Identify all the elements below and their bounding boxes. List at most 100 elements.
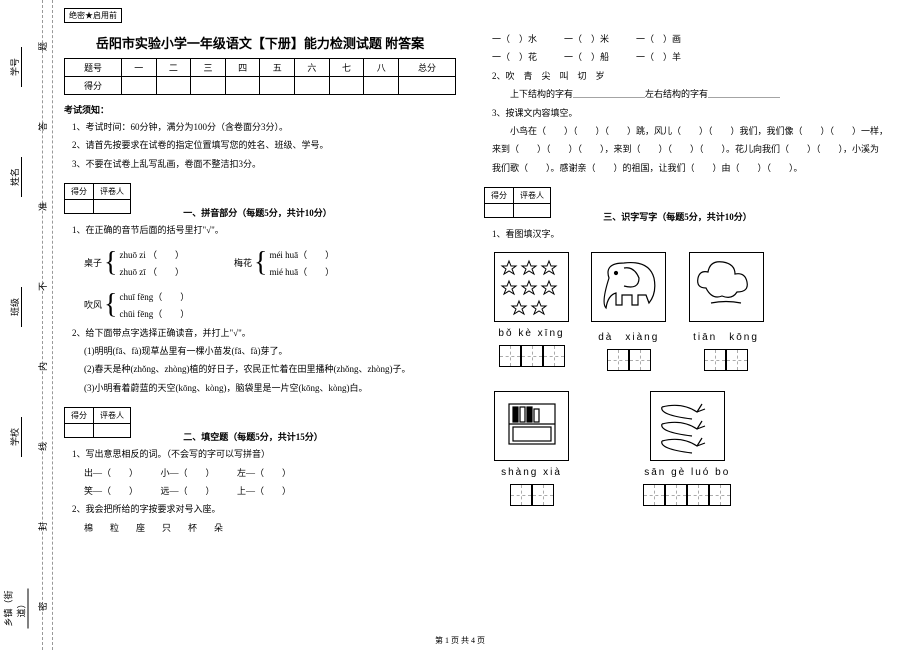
stars-icon [494, 252, 569, 322]
zone-char: 不 [36, 282, 49, 291]
elephant-icon [591, 252, 666, 322]
q2-2: 2、我会把所给的字按要求对号入座。 [72, 502, 456, 516]
q2-1-pair: 笑—（ ） 远—（ ） 上—（ ） [84, 484, 456, 498]
section3-title: 三、识字写字（每题5分，共计10分） [603, 212, 752, 222]
char-grid[interactable] [704, 349, 748, 371]
brace-group-plum: 梅花 { méi huā（ ） mié huā（ ） [234, 248, 334, 278]
sb-a: 得分 [65, 184, 94, 200]
brace-icon: { [254, 250, 267, 275]
q2-2b: 2、吹 青 尖 叫 切 岁 [492, 69, 896, 83]
char-grid[interactable] [607, 349, 651, 371]
margin-dashline2 [52, 0, 53, 650]
sb-blank[interactable] [65, 200, 94, 214]
notice-item: 2、请首先按要求在试卷的指定位置填写您的姓名、班级、学号。 [72, 138, 456, 152]
sb-b: 评卷人 [94, 408, 131, 424]
measure-line: 一（ ）花 一（ ）船 一（ ）羊 [492, 50, 896, 64]
sb-blank[interactable] [514, 204, 551, 218]
td[interactable] [329, 77, 364, 95]
zone-char: 题 [36, 42, 49, 51]
pinyin: sān gè luó bo [641, 467, 733, 478]
opt: zhuō zi （ ） [119, 248, 184, 261]
q2-3-line: 小鸟在（ ）（ ）（ ）跳，风儿（ ）（ ）我们，我们像（ ）（ ）一样， [492, 124, 896, 138]
td[interactable] [156, 77, 191, 95]
img-group-elephant: dà xiàng [589, 250, 668, 373]
measure-line: 一（ ）水 一（ ）米 一（ ）画 [492, 32, 896, 46]
q1-2-line: (1)明明(fā、fà)现草丛里有一棵小苗发(fā、fà)芽了。 [84, 344, 456, 358]
zone-char: 封 [36, 522, 49, 531]
sb-a: 得分 [65, 408, 94, 424]
margin-dashline [42, 0, 43, 650]
table-row: 题号 一 二 三 四 五 六 七 八 总分 [65, 59, 456, 77]
grader-box: 得分评卷人 [64, 183, 131, 214]
brace-group-wind: 吹风 { chuī fēng（ ） chūi fēng（ ） [84, 290, 456, 320]
td[interactable] [399, 77, 456, 95]
img-group-carrot: sān gè luó bo [641, 389, 733, 508]
char-grid[interactable] [510, 484, 554, 506]
q2-2-chars: 棉 粒 座 只 杯 朵 [84, 521, 456, 535]
pinyin: dà xiàng [589, 328, 668, 343]
td[interactable] [295, 77, 330, 95]
exam-title: 岳阳市实验小学一年级语文【下册】能力检测试题 附答案 [64, 33, 456, 52]
left-column: 绝密★启用前 岳阳市实验小学一年级语文【下册】能力检测试题 附答案 题号 一 二… [60, 0, 460, 547]
margin-field-name: 姓名 [8, 157, 22, 197]
td: 得分 [65, 77, 122, 95]
brace-icon: { [104, 250, 117, 275]
q3-1: 1、看图填汉字。 [492, 227, 896, 241]
brace-label: 梅花 [234, 256, 252, 269]
binding-margin: 乡镇（街道） 学校 班级 姓名 学号 密 封 线 内 不 准 答 题 [0, 0, 50, 650]
th: 七 [329, 59, 364, 77]
q1-2-line: (3)小明看着蔚蓝的天空(kōng、kòng)，脑袋里是一片空(kōng、kòn… [84, 381, 456, 395]
image-row2: shàng xià sān gè luó bo [484, 385, 896, 512]
q2-3: 3、按课文内容填空。 [492, 106, 896, 120]
sb-b: 评卷人 [94, 184, 131, 200]
char-grid[interactable] [499, 345, 565, 367]
confidential-tag: 绝密★启用前 [64, 8, 122, 23]
table-row: 得分 [65, 77, 456, 95]
th: 四 [225, 59, 260, 77]
image-row: bǒ kè xīng dà xiàng tiān [484, 246, 896, 377]
notice-item: 3、不要在试卷上乱写乱画，卷面不整洁扣3分。 [72, 157, 456, 171]
pinyin: shàng xià [492, 467, 571, 478]
td[interactable] [260, 77, 295, 95]
opt: chūi fēng（ ） [119, 307, 189, 320]
img-group-updown: shàng xià [492, 389, 571, 508]
th: 三 [191, 59, 226, 77]
zone-char: 答 [36, 122, 49, 131]
notice-item: 1、考试时间：60分钟，满分为100分（含卷面分3分）。 [72, 120, 456, 134]
td[interactable] [121, 77, 156, 95]
img-group-stars: bǒ kè xīng [492, 250, 571, 369]
grader-box: 得分评卷人 [64, 407, 131, 438]
sb-blank[interactable] [94, 200, 131, 214]
td[interactable] [225, 77, 260, 95]
q2-1: 1、写出意思相反的词。（不会写的字可以写拼音） [72, 447, 456, 461]
sb-blank[interactable] [485, 204, 514, 218]
section2-title: 二、填空题（每题5分，共计15分） [183, 432, 323, 442]
brace-label: 桌子 [84, 256, 102, 269]
section1-title: 一、拼音部分（每题5分，共计10分） [183, 208, 332, 218]
td[interactable] [191, 77, 226, 95]
th: 题号 [65, 59, 122, 77]
th: 一 [121, 59, 156, 77]
bookshelf-icon [494, 391, 569, 461]
brace-group-desk: 桌子 { zhuō zi （ ） zhuō zī （ ） [84, 248, 184, 278]
brace-icon: { [104, 292, 117, 317]
opt: méi huā（ ） [269, 248, 334, 261]
sb-a: 得分 [485, 188, 514, 204]
q1-1: 1、在正确的音节后面的括号里打"√"。 [72, 223, 456, 237]
opt: zhuō zī （ ） [119, 265, 184, 278]
q1-2: 2、给下面带点字选择正确读音，并打上"√"。 [72, 326, 456, 340]
th: 八 [364, 59, 399, 77]
grader-box: 得分评卷人 [484, 187, 551, 218]
th: 二 [156, 59, 191, 77]
sb-blank[interactable] [65, 424, 94, 438]
q2-1-pair: 出—（ ） 小—（ ） 左—（ ） [84, 466, 456, 480]
sb-blank[interactable] [94, 424, 131, 438]
pinyin: tiān kōng [687, 328, 766, 343]
char-grid[interactable] [643, 484, 731, 506]
score-table: 题号 一 二 三 四 五 六 七 八 总分 得分 [64, 58, 456, 95]
right-column: 一（ ）水 一（ ）米 一（ ）画 一（ ）花 一（ ）船 一（ ）羊 2、吹 … [480, 20, 900, 520]
margin-field-school: 学校 [8, 417, 22, 457]
brace-label: 吹风 [84, 298, 102, 311]
td[interactable] [364, 77, 399, 95]
cloud-icon [689, 252, 764, 322]
